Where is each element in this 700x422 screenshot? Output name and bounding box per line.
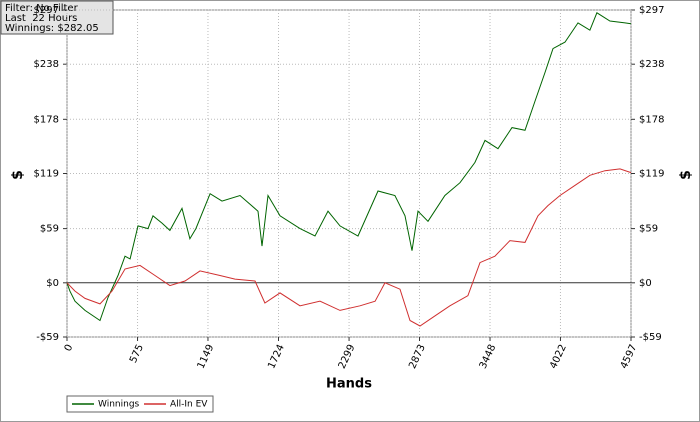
- info-line: Last 22 Hours: [5, 13, 77, 24]
- y2-tick-label: $178: [639, 114, 664, 125]
- legend-label: All-In EV: [170, 400, 208, 410]
- legend-label: Winnings: [98, 400, 140, 410]
- y2-tick-label: $119: [639, 169, 664, 180]
- legend: [66, 395, 214, 413]
- y2-tick-label: $59: [639, 224, 658, 235]
- y2-tick-label: -$59: [639, 332, 662, 343]
- y2-tick-label: $297: [639, 5, 664, 16]
- y2-axis-label: $: [678, 170, 694, 180]
- info-line: Winnings: $282.05: [5, 23, 99, 34]
- y-tick-label: $119: [34, 169, 59, 180]
- y-tick-label: -$59: [36, 332, 59, 343]
- x-axis-label: Hands: [326, 377, 372, 392]
- y-tick-label: $238: [34, 59, 59, 70]
- y-tick-label: $59: [40, 224, 59, 235]
- series-line: [66, 168, 632, 327]
- info-box: [0, 0, 114, 35]
- y-tick-label: $0: [46, 278, 59, 289]
- y-axis-label: $: [10, 170, 26, 180]
- y-tick-label: $178: [34, 114, 59, 125]
- y-tick-label: $297: [34, 5, 59, 16]
- info-line: Filter: No Filter: [5, 3, 79, 14]
- y2-tick-label: $238: [639, 59, 664, 70]
- series-line: [66, 12, 632, 322]
- y2-tick-label: $0: [639, 278, 652, 289]
- x-tick-label: 0: [63, 343, 76, 353]
